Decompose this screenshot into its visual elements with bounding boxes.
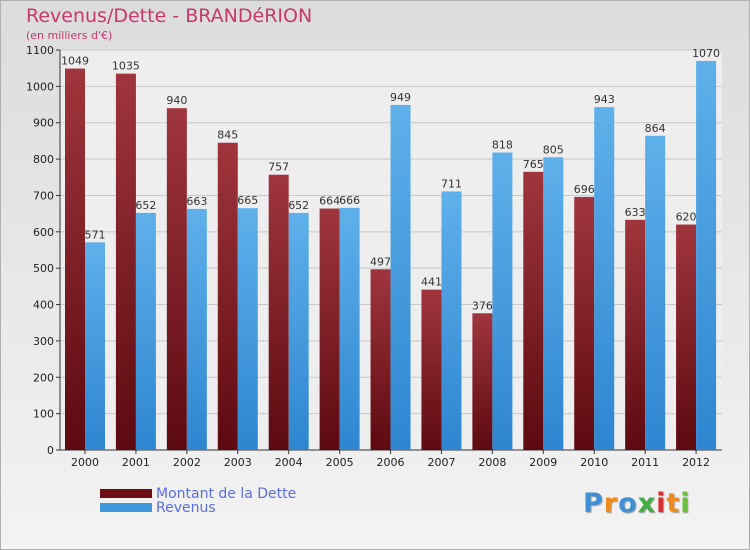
- data-label: 943: [594, 93, 615, 106]
- bar-dette: [268, 174, 289, 450]
- x-tick-label: 2007: [427, 456, 455, 469]
- data-label: 757: [268, 161, 289, 174]
- bar-dette: [421, 289, 442, 450]
- bar-dette: [472, 313, 493, 450]
- data-label: 765: [523, 158, 544, 171]
- chart-subtitle: (en milliers d'€): [26, 29, 113, 42]
- x-tick-label: 2001: [122, 456, 150, 469]
- bar-dette: [319, 208, 340, 450]
- data-label: 1035: [112, 60, 140, 73]
- bar-revenus: [492, 152, 513, 450]
- y-tick-label: 200: [33, 371, 54, 384]
- data-label: 1049: [61, 55, 89, 68]
- data-label: 940: [166, 94, 187, 107]
- bar-revenus: [237, 208, 258, 450]
- x-tick-label: 2003: [224, 456, 252, 469]
- bar-dette: [523, 171, 544, 450]
- bar-dette: [625, 219, 646, 450]
- bar-dette: [115, 73, 136, 451]
- y-tick-label: 300: [33, 335, 54, 348]
- bar-dette: [217, 142, 238, 450]
- y-tick-label: 500: [33, 262, 54, 275]
- bar-revenus: [441, 191, 462, 451]
- bar-revenus: [543, 157, 564, 451]
- bar-revenus: [645, 135, 666, 450]
- legend-swatch-revenus: [100, 503, 152, 512]
- bar-dette: [370, 269, 391, 450]
- bar-revenus: [186, 208, 207, 450]
- legend-swatch-dette: [100, 489, 152, 498]
- y-tick-label: 800: [33, 153, 54, 166]
- x-tick-label: 2004: [275, 456, 303, 469]
- bar-revenus: [85, 242, 105, 450]
- chart-title: Revenus/Dette - BRANDéRION: [26, 5, 313, 27]
- logo-letter: o: [618, 488, 638, 519]
- data-label: 441: [421, 276, 442, 289]
- x-tick-label: 2005: [326, 456, 354, 469]
- logo-letter: P: [583, 488, 604, 519]
- y-tick-label: 700: [33, 189, 54, 202]
- bar-dette: [166, 108, 187, 450]
- logo-letter: r: [603, 488, 619, 519]
- data-label: 571: [85, 228, 106, 241]
- bar-dette: [676, 224, 697, 450]
- y-tick-label: 400: [33, 299, 54, 312]
- data-label: 845: [217, 129, 238, 142]
- bar-revenus: [339, 207, 360, 450]
- data-label: 1070: [692, 47, 720, 60]
- data-label: 805: [543, 143, 564, 156]
- y-tick-label: 1000: [26, 80, 54, 93]
- x-tick-label: 2006: [377, 456, 405, 469]
- data-label: 664: [319, 195, 340, 208]
- data-label: 652: [288, 199, 309, 212]
- legend-label-revenus: Revenus: [156, 500, 216, 516]
- data-label: 665: [237, 194, 258, 207]
- data-label: 620: [676, 211, 697, 224]
- data-label: 633: [625, 206, 646, 219]
- proxiti-logo: Proxiti: [583, 488, 691, 519]
- data-label: 376: [472, 299, 493, 312]
- x-tick-label: 2009: [529, 456, 557, 469]
- y-tick-label: 900: [33, 117, 54, 130]
- data-label: 497: [370, 255, 391, 268]
- logo-letter: x: [637, 488, 657, 519]
- bar-dette: [65, 68, 85, 450]
- legend-label-dette: Montant de la Dette: [156, 486, 297, 502]
- x-tick-label: 2008: [478, 456, 506, 469]
- bar-revenus: [696, 60, 717, 451]
- x-tick-label: 2012: [682, 456, 710, 469]
- data-label: 949: [390, 91, 411, 104]
- x-tick-label: 2011: [631, 456, 659, 469]
- x-tick-label: 2010: [580, 456, 608, 469]
- data-label: 666: [339, 194, 360, 207]
- bar-revenus: [390, 104, 411, 450]
- y-tick-label: 600: [33, 226, 54, 239]
- data-label: 696: [574, 183, 595, 196]
- x-tick-label: 2000: [71, 456, 99, 469]
- logo-letter: i: [680, 488, 691, 519]
- bar-dette: [574, 196, 595, 450]
- logo-letter: i: [656, 488, 667, 519]
- data-label: 663: [186, 195, 207, 208]
- x-tick-label: 2002: [173, 456, 201, 469]
- data-label: 864: [645, 122, 666, 135]
- data-label: 818: [492, 139, 513, 152]
- y-tick-label: 0: [47, 444, 54, 457]
- data-label: 652: [135, 199, 156, 212]
- y-tick-label: 1100: [26, 44, 54, 57]
- bar-revenus: [135, 212, 156, 450]
- data-label: 711: [441, 177, 462, 190]
- bar-revenus: [594, 107, 615, 450]
- logo-letter: t: [666, 488, 681, 519]
- bar-revenus: [288, 212, 309, 450]
- y-tick-label: 100: [33, 408, 54, 421]
